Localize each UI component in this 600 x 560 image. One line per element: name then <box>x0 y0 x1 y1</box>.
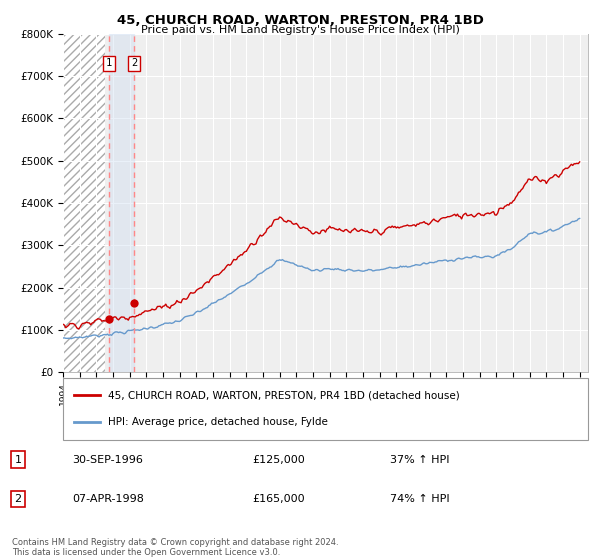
Text: 30-SEP-1996: 30-SEP-1996 <box>72 455 143 465</box>
Text: £125,000: £125,000 <box>252 455 305 465</box>
Text: 74% ↑ HPI: 74% ↑ HPI <box>390 494 449 504</box>
Text: 2: 2 <box>14 494 22 504</box>
Text: £165,000: £165,000 <box>252 494 305 504</box>
Text: 45, CHURCH ROAD, WARTON, PRESTON, PR4 1BD (detached house): 45, CHURCH ROAD, WARTON, PRESTON, PR4 1B… <box>107 390 460 400</box>
Text: Price paid vs. HM Land Registry's House Price Index (HPI): Price paid vs. HM Land Registry's House … <box>140 25 460 35</box>
Text: 1: 1 <box>106 58 112 68</box>
Text: 07-APR-1998: 07-APR-1998 <box>72 494 144 504</box>
Text: 2: 2 <box>131 58 137 68</box>
Bar <box>63 34 104 372</box>
Text: Contains HM Land Registry data © Crown copyright and database right 2024.
This d: Contains HM Land Registry data © Crown c… <box>12 538 338 557</box>
FancyBboxPatch shape <box>63 378 588 440</box>
Text: 1: 1 <box>14 455 22 465</box>
Bar <box>109 34 134 372</box>
Text: 45, CHURCH ROAD, WARTON, PRESTON, PR4 1BD: 45, CHURCH ROAD, WARTON, PRESTON, PR4 1B… <box>116 14 484 27</box>
Text: HPI: Average price, detached house, Fylde: HPI: Average price, detached house, Fyld… <box>107 417 328 427</box>
Text: 37% ↑ HPI: 37% ↑ HPI <box>390 455 449 465</box>
